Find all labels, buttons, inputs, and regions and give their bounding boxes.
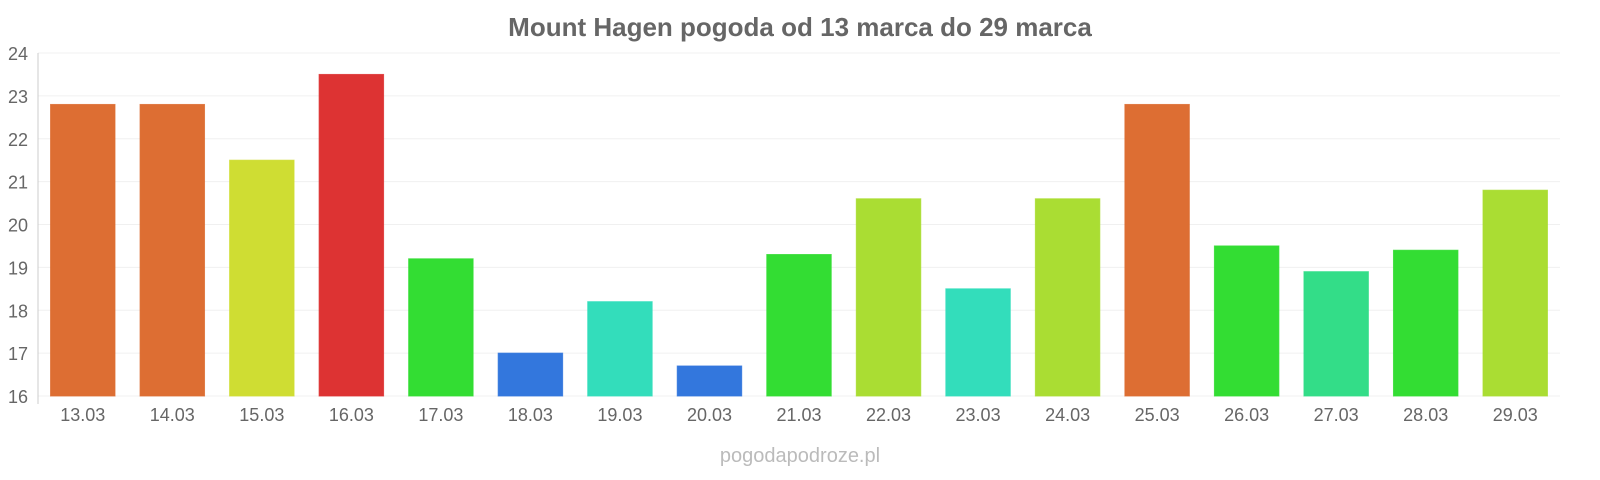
bar-21.03[interactable] [766,254,832,397]
x-tick-label: 29.03 [1493,405,1538,425]
bar-25.03[interactable] [1124,103,1190,397]
x-tick-label: 15.03 [239,405,284,425]
y-tick-label: 24 [8,44,28,64]
y-tick-label: 20 [8,216,28,236]
x-tick-label: 23.03 [956,405,1001,425]
y-tick-label: 19 [8,258,28,278]
x-tick-label: 14.03 [150,405,195,425]
bar-13.03[interactable] [50,103,116,397]
bar-16.03[interactable] [318,73,385,397]
bar-23.03[interactable] [945,288,1011,397]
x-tick-label: 24.03 [1045,405,1090,425]
y-tick-label: 21 [8,173,28,193]
y-tick-label: 16 [8,387,28,407]
bar-26.03[interactable] [1213,245,1280,397]
bar-29.03[interactable] [1482,189,1548,397]
x-tick-label: 28.03 [1403,405,1448,425]
x-tick-label: 25.03 [1135,405,1180,425]
bar-20.03[interactable] [676,365,743,397]
bar-17.03[interactable] [408,258,474,397]
x-tick-label: 18.03 [508,405,553,425]
x-tick-label: 21.03 [776,405,821,425]
bar-15.03[interactable] [229,159,295,397]
watermark: pogodapodroze.pl [720,445,880,467]
bar-24.03[interactable] [1034,198,1101,397]
bar-28.03[interactable] [1392,249,1459,397]
x-tick-label: 20.03 [687,405,732,425]
chart-title: Mount Hagen pogoda od 13 marca do 29 mar… [508,12,1092,42]
x-tick-label: 13.03 [60,405,105,425]
bar-22.03[interactable] [855,198,922,397]
x-tick-label: 27.03 [1314,405,1359,425]
bar-18.03[interactable] [497,352,564,397]
x-tick-label: 19.03 [597,405,642,425]
bar-27.03[interactable] [1303,271,1369,397]
x-tick-label: 22.03 [866,405,911,425]
y-tick-label: 23 [8,87,28,107]
x-tick-label: 26.03 [1224,405,1269,425]
bar-14.03[interactable] [139,103,206,397]
y-tick-label: 18 [8,301,28,321]
y-tick-label: 17 [8,344,28,364]
y-tick-label: 22 [8,130,28,150]
x-tick-label: 17.03 [418,405,463,425]
bar-19.03[interactable] [587,301,653,397]
x-tick-label: 16.03 [329,405,374,425]
